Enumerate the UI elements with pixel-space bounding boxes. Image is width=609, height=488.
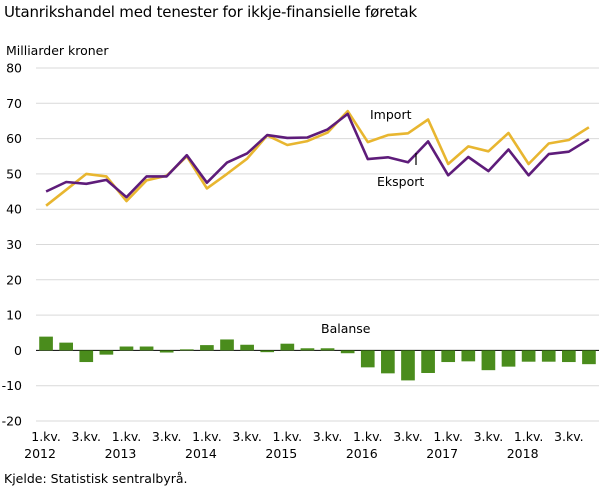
balance-bars [39,336,596,381]
y-tick-label: 30 [6,237,22,252]
x-tick-label: 3.kv. [554,429,584,444]
series-lines [45,109,590,207]
x-tick-label: 1.kv. [514,429,544,444]
y-tick-label: 20 [6,272,22,287]
balance-bar [79,350,94,363]
gridlines [36,67,599,422]
x-tick-year: 2013 [105,446,137,461]
x-tick-label: 3.kv. [152,429,182,444]
y-tick-label: 80 [6,61,22,76]
balance-bar [260,350,275,353]
y-tick-label: 0 [14,343,22,358]
balance-bar [582,350,596,365]
balance-bar [99,350,114,355]
balance-bar [501,350,516,367]
balance-bar [421,350,435,373]
balance-bar [179,349,194,351]
balance-bar [119,346,134,351]
y-tick-label: 40 [6,202,22,217]
balance-bar [381,350,395,374]
y-axis-label: Milliarder kroner [6,43,109,58]
balance-bar [280,343,295,351]
balance-bar [461,350,476,362]
x-tick-year: 2012 [24,446,56,461]
x-tick-label: 1.kv. [353,429,383,444]
y-tick-label: 70 [6,96,22,111]
x-tick-year: 2017 [426,446,458,461]
x-tick-label: 1.kv. [273,429,303,444]
balance-bar [39,336,53,351]
balance-bar [240,344,254,351]
balance-label: Balanse [321,321,371,336]
x-tick-label: 3.kv. [232,429,262,444]
x-tick-year: 2015 [265,446,297,461]
y-tick-label: -10 [2,378,22,393]
balance-bar [300,348,315,351]
x-tick-label: 1.kv. [112,429,142,444]
y-tick-label: -20 [2,414,22,429]
x-tick-label: 3.kv. [474,429,504,444]
balance-bar [220,339,234,351]
import-label: Import [370,107,412,122]
chart-title: Utanrikshandel med tenester for ikkje-fi… [4,3,417,21]
import-line [45,109,590,207]
x-tick-label: 3.kv. [313,429,343,444]
x-tick-label: 3.kv. [71,429,101,444]
balance-bar [541,350,556,362]
balance-bar [562,350,576,363]
source-note: Kjelde: Statistisk sentralbyrå. [4,471,188,486]
x-tick-year: 2014 [185,446,217,461]
x-tick-label: 1.kv. [31,429,61,444]
balance-bar [159,350,174,353]
y-tick-label: 50 [6,166,22,181]
balance-bar [200,345,214,351]
y-axis-ticks: -20 -10 0 10 20 30 40 50 60 70 80 [2,61,22,429]
balance-bar [360,350,375,368]
balance-bar [340,350,355,354]
balance-bar [59,342,73,351]
balance-bar [521,350,536,362]
balance-bar [139,346,154,351]
balance-bar [441,350,456,363]
balance-bar [320,348,335,351]
eksport-line [45,112,590,199]
x-tick-year: 2016 [346,446,378,461]
y-tick-label: 60 [6,131,22,146]
x-tick-label: 3.kv. [393,429,423,444]
export-label: Eksport [377,174,424,189]
x-tick-year: 2018 [507,446,539,461]
x-tick-label: 1.kv. [192,429,222,444]
y-tick-label: 10 [6,308,22,323]
balance-bar [401,350,415,381]
x-tick-label: 1.kv. [433,429,463,444]
balance-bar [481,350,496,371]
